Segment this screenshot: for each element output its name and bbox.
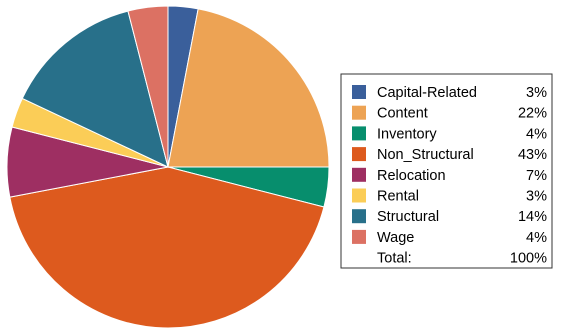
legend-value-rental: 3%: [526, 189, 547, 205]
legend-label-non-structural: Non_Structural: [377, 147, 474, 163]
legend-swatch-capital-related: [352, 85, 366, 99]
legend-swatch-rental: [352, 188, 366, 203]
pie-slice-content: [167, 8, 330, 168]
pie-slice-structural: [21, 10, 169, 168]
legend-box: [340, 73, 553, 269]
legend-value-content: 22%: [518, 106, 547, 122]
pie-slices: [6, 5, 330, 329]
legend-label-inventory: Inventory: [377, 126, 437, 142]
legend-swatch-non-structural: [352, 147, 366, 162]
legend-swatch-wage: [352, 229, 366, 244]
legend-total-value: 100%: [510, 251, 547, 267]
legend-swatch-content: [352, 105, 366, 120]
legend-value-capital-related: 3%: [526, 85, 547, 101]
legend-value-structural: 14%: [518, 209, 547, 225]
legend-value-inventory: 4%: [526, 126, 547, 142]
pie-slice-wage: [127, 5, 169, 168]
legend-total-label: Total:: [377, 251, 412, 267]
legend-label-rental: Rental: [377, 189, 419, 205]
legend: Capital-Related 3% Content 22% Inventory 4% No…: [340, 73, 553, 269]
legend-swatch-structural: [352, 209, 366, 224]
legend-value-relocation: 7%: [526, 168, 547, 184]
legend-swatch-inventory: [352, 126, 366, 141]
legend-label-wage: Wage: [377, 230, 414, 246]
legend-swatch-relocation: [352, 167, 366, 182]
legend-label-capital-related: Capital-Related: [377, 85, 477, 101]
legend-label-relocation: Relocation: [377, 168, 446, 184]
legend-value-wage: 4%: [526, 230, 547, 246]
legend-label-content: Content: [377, 106, 428, 122]
legend-label-structural: Structural: [377, 209, 439, 225]
legend-value-non-structural: 43%: [518, 147, 547, 163]
pie-slice-non-structural: [9, 166, 325, 329]
